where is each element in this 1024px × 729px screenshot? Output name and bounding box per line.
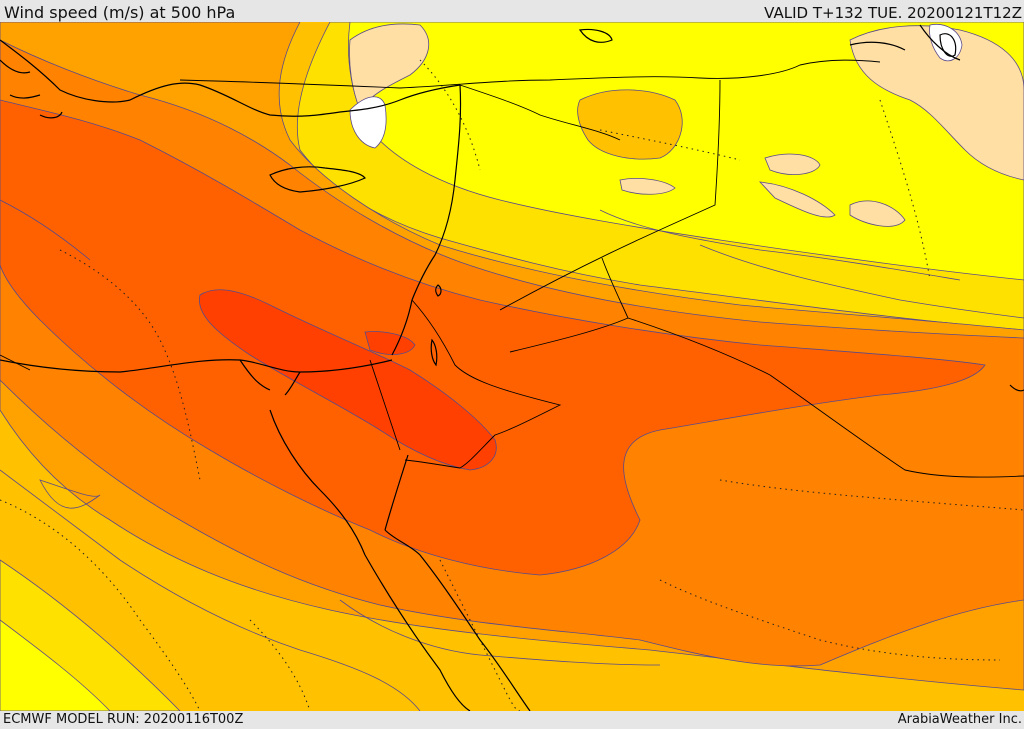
field-red-patch — [364, 331, 416, 355]
field-light-patch-1 — [764, 153, 821, 175]
field-light-patch-2 — [758, 181, 836, 218]
political-borders — [0, 59, 1024, 478]
field-orange-red-core — [0, 99, 986, 576]
field-amber-patch-syria — [577, 89, 683, 160]
map-title: Wind speed (m/s) at 500 hPa — [4, 3, 236, 22]
field-calm-northeast — [929, 23, 963, 62]
map-canvas — [0, 22, 1024, 711]
coastlines — [0, 24, 1024, 711]
dotted-contours — [0, 59, 1024, 711]
field-yellow-southwest-inner — [0, 619, 111, 711]
footer-bar: ECMWF MODEL RUN: 20200116T00Z ArabiaWeat… — [0, 711, 1024, 729]
model-run-label: ECMWF MODEL RUN: 20200116T00Z — [3, 712, 244, 727]
valid-time: VALID T+132 TUE. 20200121T12Z — [764, 4, 1022, 22]
field-light-patch-4 — [619, 178, 676, 195]
field-light-patch-3 — [849, 200, 906, 227]
credit-label: ArabiaWeather Inc. — [897, 712, 1022, 727]
contour-lines — [0, 199, 1024, 711]
field-light-west — [349, 23, 429, 111]
wind-speed-map[interactable] — [0, 22, 1024, 711]
header-bar: Wind speed (m/s) at 500 hPa VALID T+132 … — [0, 0, 1024, 22]
